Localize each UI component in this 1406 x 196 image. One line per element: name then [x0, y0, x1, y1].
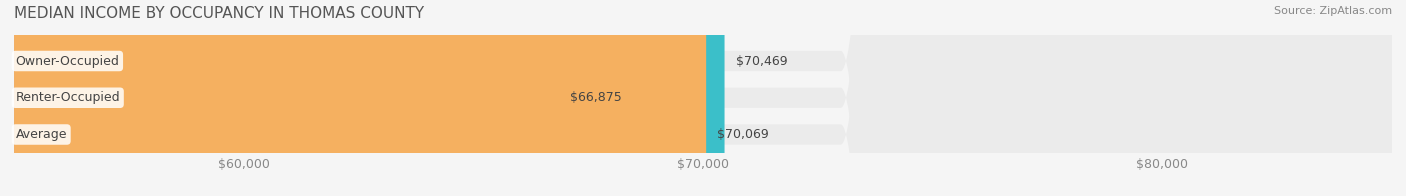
FancyBboxPatch shape	[14, 0, 1392, 196]
FancyBboxPatch shape	[14, 0, 706, 196]
Text: $70,069: $70,069	[717, 128, 769, 141]
Text: $66,875: $66,875	[571, 91, 623, 104]
FancyBboxPatch shape	[8, 0, 565, 196]
FancyBboxPatch shape	[14, 0, 1392, 196]
FancyBboxPatch shape	[14, 0, 1392, 196]
FancyBboxPatch shape	[14, 0, 724, 196]
Text: $70,469: $70,469	[735, 54, 787, 67]
Text: Renter-Occupied: Renter-Occupied	[15, 91, 120, 104]
Text: MEDIAN INCOME BY OCCUPANCY IN THOMAS COUNTY: MEDIAN INCOME BY OCCUPANCY IN THOMAS COU…	[14, 6, 425, 21]
Text: Owner-Occupied: Owner-Occupied	[15, 54, 120, 67]
Text: Source: ZipAtlas.com: Source: ZipAtlas.com	[1274, 6, 1392, 16]
Text: Average: Average	[15, 128, 67, 141]
